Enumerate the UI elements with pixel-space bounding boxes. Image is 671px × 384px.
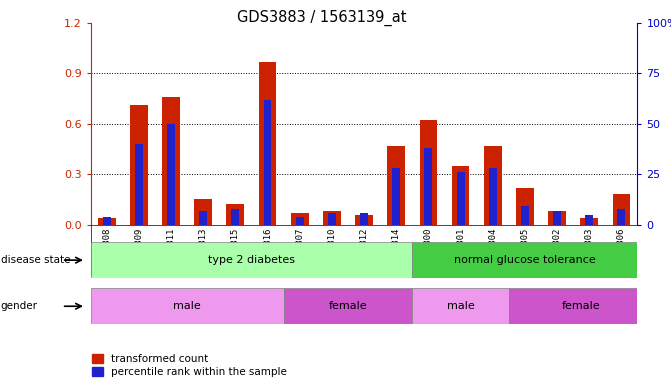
Text: GSM572807: GSM572807: [295, 227, 304, 276]
Text: GSM572815: GSM572815: [231, 227, 240, 276]
Text: GSM572801: GSM572801: [456, 227, 465, 276]
Text: disease state: disease state: [1, 255, 70, 265]
Text: GDS3883 / 1563139_at: GDS3883 / 1563139_at: [238, 10, 407, 26]
Text: GSM572804: GSM572804: [488, 227, 497, 276]
Bar: [264, 100, 272, 225]
Bar: [296, 217, 304, 225]
Bar: [548, 211, 566, 225]
Text: GSM572810: GSM572810: [327, 227, 336, 276]
Text: GSM572811: GSM572811: [166, 227, 176, 276]
Bar: [91, 242, 412, 278]
Text: GSM572803: GSM572803: [584, 227, 594, 276]
Bar: [419, 121, 437, 225]
Bar: [452, 166, 470, 225]
Legend: transformed count, percentile rank within the sample: transformed count, percentile rank withi…: [93, 354, 287, 377]
Text: type 2 diabetes: type 2 diabetes: [208, 255, 295, 265]
Bar: [360, 213, 368, 225]
Text: male: male: [173, 301, 201, 311]
Text: female: female: [329, 301, 367, 311]
Bar: [387, 146, 405, 225]
Bar: [617, 209, 625, 225]
Bar: [130, 105, 148, 225]
Bar: [227, 205, 244, 225]
Text: GSM572814: GSM572814: [392, 227, 401, 276]
Bar: [284, 288, 412, 324]
Text: GSM572800: GSM572800: [424, 227, 433, 276]
Bar: [456, 172, 464, 225]
Bar: [258, 62, 276, 225]
Bar: [424, 148, 432, 225]
Bar: [195, 199, 212, 225]
Text: normal glucose tolerance: normal glucose tolerance: [454, 255, 596, 265]
Bar: [585, 215, 593, 225]
Bar: [393, 168, 400, 225]
Text: GSM572802: GSM572802: [552, 227, 562, 276]
Bar: [488, 168, 497, 225]
Text: female: female: [562, 301, 601, 311]
Bar: [613, 194, 630, 225]
Bar: [516, 188, 533, 225]
Bar: [98, 218, 115, 225]
Bar: [484, 146, 501, 225]
Bar: [103, 217, 111, 225]
Bar: [162, 97, 180, 225]
Bar: [553, 210, 561, 225]
Text: GSM572809: GSM572809: [134, 227, 144, 276]
Bar: [231, 209, 240, 225]
Bar: [323, 211, 341, 225]
Text: gender: gender: [1, 301, 38, 311]
Text: GSM572812: GSM572812: [360, 227, 368, 276]
Bar: [355, 215, 373, 225]
Text: GSM572806: GSM572806: [617, 227, 626, 276]
Text: GSM572813: GSM572813: [199, 227, 208, 276]
Bar: [291, 213, 309, 225]
Bar: [521, 207, 529, 225]
Text: GSM572805: GSM572805: [520, 227, 529, 276]
Bar: [328, 213, 336, 225]
Text: male: male: [447, 301, 474, 311]
Bar: [580, 218, 598, 225]
Bar: [412, 288, 509, 324]
Bar: [199, 210, 207, 225]
Bar: [91, 288, 284, 324]
Text: GSM572808: GSM572808: [102, 227, 111, 276]
Text: GSM572816: GSM572816: [263, 227, 272, 276]
Bar: [412, 242, 637, 278]
Bar: [167, 124, 175, 225]
Bar: [509, 288, 654, 324]
Bar: [135, 144, 143, 225]
